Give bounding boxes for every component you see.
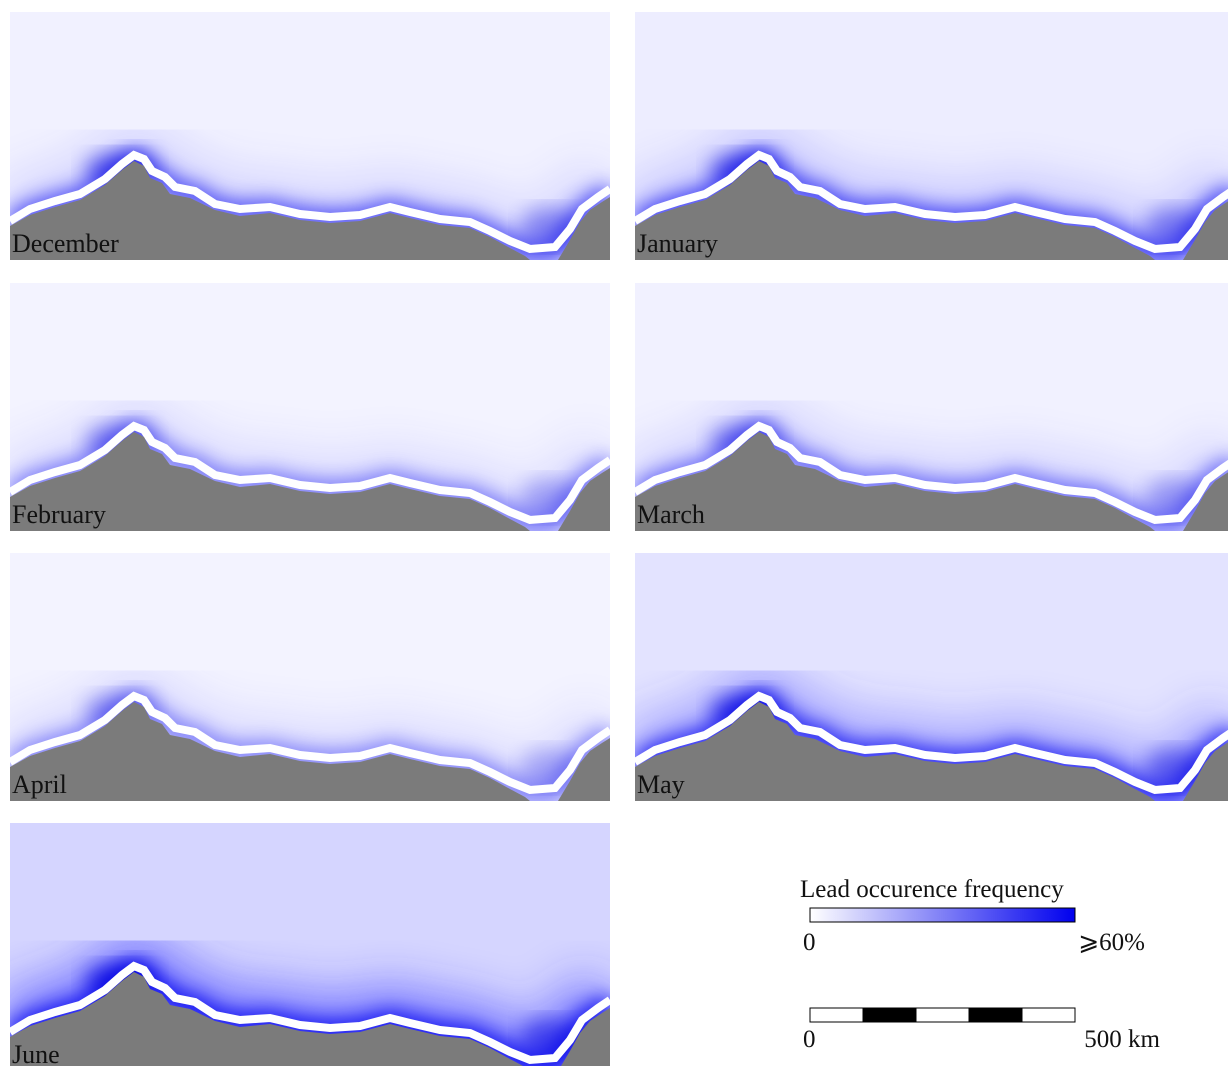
legend: Lead occurence frequency 0 ⩾60%	[800, 876, 1145, 956]
map-content	[635, 283, 1228, 531]
map-panel: March	[635, 283, 1228, 531]
map-panel: June	[10, 823, 610, 1066]
map-content	[10, 12, 610, 260]
scale-end-label: 500 km	[1084, 1026, 1160, 1053]
panel-label: April	[12, 770, 67, 799]
panel-label: May	[637, 770, 685, 799]
scale-segment	[916, 1008, 969, 1022]
scale-segment	[863, 1008, 916, 1022]
map-panel: January	[635, 12, 1228, 260]
legend-max-label: ⩾60%	[1078, 929, 1145, 956]
scale-segment	[1022, 1008, 1075, 1022]
scale-segment	[810, 1008, 863, 1022]
panel-label: February	[12, 500, 106, 529]
scale-segment	[969, 1008, 1022, 1022]
map-content	[10, 553, 610, 801]
map-panel: December	[10, 12, 610, 260]
panel-label: January	[637, 229, 718, 258]
map-panel: April	[10, 553, 610, 801]
map-content	[635, 12, 1228, 260]
scale-bar: 0 500 km	[803, 1008, 1161, 1053]
panel-label: December	[12, 229, 119, 258]
map-panel: May	[635, 553, 1228, 801]
map-panel: February	[10, 283, 610, 531]
legend-title: Lead occurence frequency	[800, 876, 1064, 903]
panel-label: March	[637, 500, 705, 529]
legend-min-label: 0	[803, 929, 816, 956]
color-ramp	[810, 908, 1075, 922]
map-content	[635, 553, 1228, 801]
map-content	[10, 823, 610, 1066]
figure: December January February March April May June…	[0, 0, 1228, 1066]
panel-label: June	[12, 1040, 60, 1066]
map-content	[10, 283, 610, 531]
scale-start-label: 0	[803, 1026, 816, 1053]
